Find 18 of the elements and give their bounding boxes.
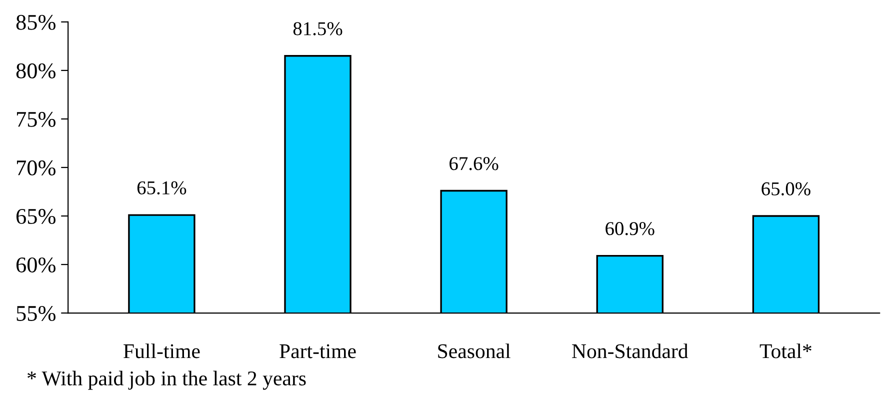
y-tick-label: 85%	[16, 14, 56, 30]
x-tick-label: Full-time	[124, 344, 200, 358]
data-label: 67.6%	[450, 157, 498, 170]
x-tick-label: Non-Standard	[572, 344, 688, 358]
y-tick-label: 55%	[16, 306, 56, 322]
text: * With paid job in the last 2 years	[28, 370, 306, 390]
y-tick-label: 80%	[16, 63, 56, 78]
x-tick-label: Seasonal	[438, 344, 510, 358]
y-tick-label: 60%	[16, 257, 56, 273]
data-label: 60.9%	[606, 222, 654, 236]
y-tick-label: 70%	[16, 160, 56, 176]
y-tick-label: 65%	[16, 208, 56, 224]
data-label: 65.0%	[762, 182, 810, 196]
x-tick-label: Total*	[760, 344, 812, 358]
x-tick-label: Part-time	[280, 344, 356, 358]
y-tick-label: 75%	[16, 112, 56, 127]
data-label: 81.5%	[293, 22, 342, 36]
data-label: 65.1%	[137, 181, 186, 194]
